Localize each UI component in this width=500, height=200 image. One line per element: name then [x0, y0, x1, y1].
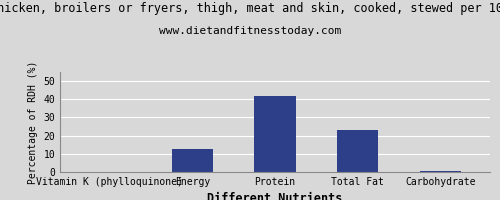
Bar — [337, 130, 378, 172]
X-axis label: Different Nutrients: Different Nutrients — [208, 192, 342, 200]
Bar — [420, 171, 461, 172]
Text: www.dietandfitnesstoday.com: www.dietandfitnesstoday.com — [159, 26, 341, 36]
Bar — [254, 96, 296, 172]
Text: chicken, broilers or fryers, thigh, meat and skin, cooked, stewed per 100: chicken, broilers or fryers, thigh, meat… — [0, 2, 500, 15]
Bar — [172, 149, 213, 172]
Y-axis label: Percentage of RDH (%): Percentage of RDH (%) — [28, 60, 38, 184]
